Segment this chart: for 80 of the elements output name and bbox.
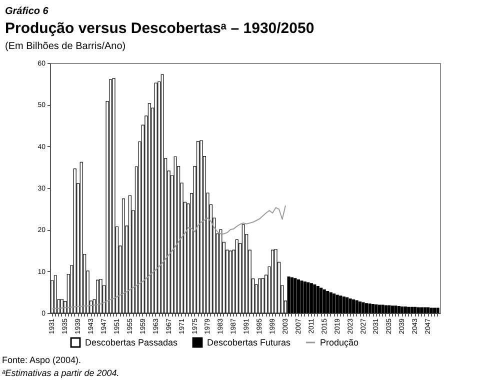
- bar: [420, 307, 424, 314]
- bar: [407, 306, 410, 314]
- text: ᵃEstimativas a partir de 2004.: [2, 368, 120, 378]
- bar: [80, 162, 83, 314]
- bar: [296, 279, 300, 314]
- bar: [99, 278, 102, 314]
- bar: [122, 198, 125, 314]
- bar: [358, 301, 362, 314]
- chart-subtitle: (Em Bilhões de Barris/Ano): [5, 41, 126, 52]
- bar: [404, 306, 407, 314]
- bar: [388, 305, 391, 314]
- bar: [400, 306, 404, 314]
- bar: [235, 239, 238, 314]
- bar: [271, 250, 274, 314]
- bar: [426, 307, 430, 314]
- bar: [174, 156, 177, 314]
- bar: [339, 296, 342, 314]
- bar: [228, 250, 232, 314]
- bar: [148, 103, 151, 314]
- line-series: [52, 205, 286, 310]
- bar: [381, 304, 384, 314]
- legend-label: Descobertas Passadas: [85, 338, 178, 348]
- bar: [390, 306, 394, 314]
- bar: [410, 306, 414, 314]
- bar: [378, 304, 381, 314]
- bar: [365, 303, 368, 314]
- bar: [329, 292, 332, 314]
- bar: [313, 284, 316, 314]
- bar: [433, 308, 436, 314]
- bar: [219, 229, 222, 314]
- bar: [326, 291, 330, 314]
- bar: [430, 308, 433, 314]
- chart-title: Produção versus Descobertasᵃ – 1930/2050: [5, 20, 314, 37]
- bar: [320, 288, 323, 314]
- legend-label: Descobertas Futuras: [207, 338, 292, 348]
- bar: [336, 294, 339, 314]
- bar: [355, 300, 358, 314]
- bar: [310, 283, 313, 314]
- bar: [374, 304, 378, 314]
- source-note: Fonte: Aspo (2004).: [2, 355, 82, 365]
- bar: [368, 304, 372, 314]
- bar: [306, 282, 310, 314]
- bar: [287, 276, 290, 314]
- bar: [96, 280, 100, 314]
- bar: [362, 302, 365, 314]
- bar: [154, 82, 158, 314]
- bar: [274, 248, 278, 314]
- bar: [322, 289, 326, 314]
- bar: [303, 281, 306, 314]
- bar: [316, 286, 320, 314]
- bar: [352, 299, 356, 314]
- bar: [300, 280, 304, 314]
- bar: [294, 278, 297, 314]
- bar: [342, 296, 346, 314]
- bar: [258, 278, 262, 314]
- bar: [384, 305, 388, 314]
- bar: [348, 298, 352, 314]
- bar: [394, 306, 398, 314]
- bar: [112, 78, 116, 314]
- bar: [371, 304, 375, 314]
- bar: [346, 297, 349, 314]
- legend-label: Produção: [320, 338, 359, 348]
- bar: [54, 275, 57, 314]
- bar: [160, 74, 164, 314]
- bar: [436, 308, 440, 314]
- bar: [128, 195, 132, 314]
- bar: [332, 294, 336, 314]
- bar: [416, 307, 420, 314]
- bar: [414, 306, 417, 314]
- bar: [200, 140, 203, 314]
- bar: [242, 224, 245, 314]
- bar: [196, 141, 200, 314]
- bar: [60, 298, 64, 314]
- bar: [261, 278, 264, 314]
- bar: [423, 307, 426, 314]
- bar: [109, 79, 112, 314]
- text: Gráfico 6: [5, 6, 49, 17]
- bar: [73, 168, 76, 314]
- bar: [290, 277, 294, 314]
- bar: [397, 306, 400, 314]
